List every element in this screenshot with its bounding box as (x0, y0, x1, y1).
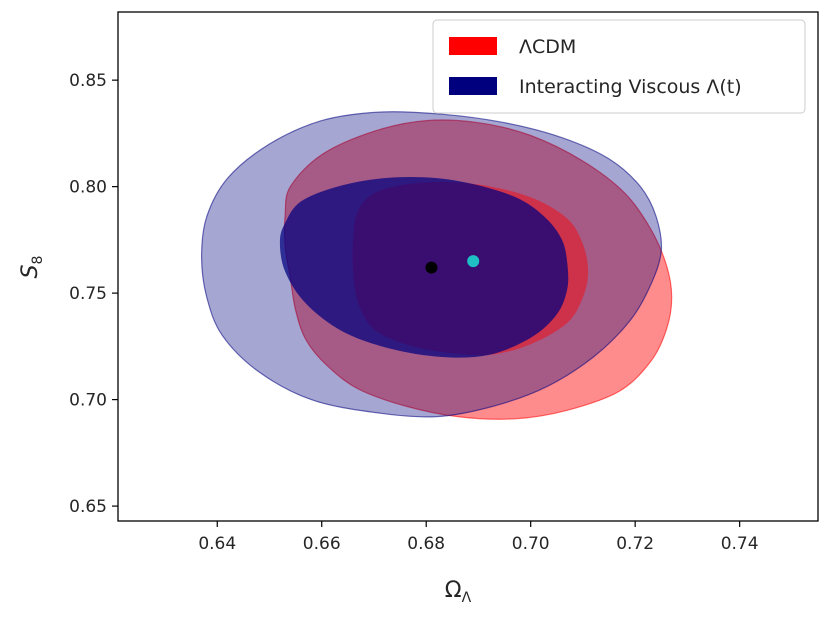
y-tick-label: 0.75 (69, 284, 107, 304)
best-fit-points (425, 255, 480, 274)
x-tick-label: 0.66 (303, 534, 341, 554)
plot-frame (117, 11, 819, 522)
y-axis-label: S8 (18, 256, 46, 279)
contour-68-series-1 (279, 177, 569, 358)
y-tick-label: 0.80 (69, 178, 107, 198)
y-tick-label: 0.85 (69, 71, 107, 91)
legend-label-interacting-viscous: Interacting Viscous Λ(t) (519, 76, 742, 98)
x-axis-label: ΩΛ (445, 578, 472, 606)
best-fit-point-series-1 (425, 261, 438, 274)
y-tick-label: 0.65 (69, 497, 107, 517)
x-tick-label: 0.72 (616, 534, 654, 554)
y-tick-label: 0.70 (69, 391, 107, 411)
legend-label-lcdm: ΛCDM (519, 36, 576, 58)
legend-swatch-lcdm (449, 37, 497, 55)
x-axis-ticks: 0.64 0.66 0.68 0.70 0.72 0.74 (198, 521, 759, 554)
best-fit-point-series-0 (467, 255, 480, 268)
x-tick-label: 0.70 (512, 534, 550, 554)
x-tick-label: 0.74 (721, 534, 759, 554)
x-tick-label: 0.68 (407, 534, 445, 554)
contour-layer (200, 111, 673, 420)
legend-box (432, 19, 806, 114)
legend-swatch-interacting-viscous (449, 77, 497, 95)
y-axis-ticks: 0.65 0.70 0.75 0.80 0.85 (69, 71, 118, 517)
legend: ΛCDM Interacting Viscous Λ(t) (432, 19, 806, 114)
x-tick-label: 0.64 (198, 534, 236, 554)
